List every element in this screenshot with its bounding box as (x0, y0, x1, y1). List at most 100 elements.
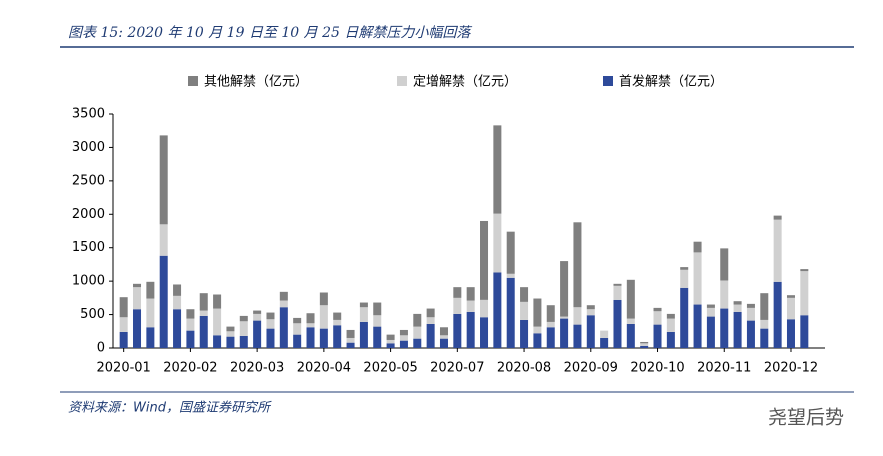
bar-segment (800, 271, 809, 316)
bar-segment (253, 310, 262, 314)
y-tick-label: 2000 (72, 207, 105, 222)
bar-segment (560, 261, 569, 317)
bar-segment (173, 284, 182, 296)
bar-segment (746, 307, 755, 321)
bar-segment (786, 297, 795, 320)
y-tick-label: 0 (97, 341, 105, 356)
x-tick-label: 2020-03 (230, 361, 284, 376)
bar-segment (226, 336, 235, 348)
bar-segment (426, 308, 435, 318)
bar-segment (306, 327, 315, 348)
bar-segment (653, 324, 662, 348)
bar-segment (399, 340, 408, 348)
y-tick-label: 1000 (72, 274, 105, 289)
bar-segment (159, 135, 168, 225)
bar-segment (533, 298, 542, 327)
bar-segment (293, 334, 302, 348)
bar-segment (239, 335, 248, 348)
chart-title: 图表 15: 2020 年 10 月 19 日至 10 月 25 日解禁压力小幅… (68, 25, 472, 41)
bar-segment (253, 320, 262, 348)
bar-segment (186, 330, 195, 348)
bar-segment (506, 231, 515, 274)
bar-segment (133, 283, 142, 288)
bar-segment (386, 334, 395, 340)
bar-segment (680, 267, 689, 270)
bar-segment (506, 277, 515, 348)
bar-segment (146, 281, 155, 299)
x-tick-label: 2020-07 (430, 361, 484, 376)
bar-segment (319, 292, 328, 306)
bar-segment (680, 269, 689, 288)
bar-segment (493, 272, 502, 348)
bar-segment (306, 313, 315, 324)
bar-segment (493, 125, 502, 214)
x-tick-label: 2020-02 (163, 361, 217, 376)
bar-segment (266, 312, 275, 320)
bar-segment (560, 318, 569, 348)
bar-segment (800, 269, 809, 272)
bar-segment (213, 294, 222, 309)
bar-segment (413, 313, 422, 327)
bar-segment (146, 298, 155, 328)
x-tick-label: 2020-11 (697, 361, 751, 376)
bar-segment (199, 293, 208, 311)
x-tick-label: 2020-08 (497, 361, 551, 376)
bar-segment (133, 287, 142, 310)
bar-segment (279, 307, 288, 348)
bar-segment (773, 219, 782, 282)
bar-segment (493, 213, 502, 273)
bar-segment (746, 320, 755, 348)
bar-segment (333, 312, 342, 320)
watermark: 尧望后势 (768, 407, 844, 429)
bar-segment (800, 315, 809, 348)
bar-segment (666, 331, 675, 348)
bar-segment (359, 302, 368, 308)
bar-segment (693, 304, 702, 348)
bar-segment (480, 317, 489, 348)
bar-segment (733, 311, 742, 348)
x-tick-label: 2020-05 (363, 361, 417, 376)
bar-segment (346, 329, 355, 338)
bar-segment (626, 318, 635, 324)
bar-segment (359, 307, 368, 322)
bar-segment (560, 316, 569, 319)
bar-segment (119, 331, 128, 348)
bar-segment (226, 331, 235, 337)
bar-segment (600, 337, 609, 348)
y-tick-label: 1500 (72, 240, 105, 255)
bar-segment (319, 328, 328, 348)
bar-segment (173, 295, 182, 310)
bar-segment (533, 326, 542, 334)
bar-segment (279, 300, 288, 308)
legend-label: 其他解禁（亿元） (204, 75, 308, 90)
bar-segment (573, 307, 582, 325)
bar-segment (466, 311, 475, 348)
bar-segment (213, 308, 222, 336)
bar-segment (706, 316, 715, 348)
source-note: 资料来源：Wind，国盛证券研究所 (68, 400, 272, 416)
bar-segment (640, 341, 649, 344)
bar-segment (480, 299, 489, 318)
bar-segment (159, 255, 168, 348)
bar-segment (640, 343, 649, 346)
bar-segment (413, 326, 422, 339)
bar-segment (680, 287, 689, 348)
bar-segment (786, 295, 795, 298)
bar-segment (359, 321, 368, 348)
bar-segment (466, 287, 475, 301)
bar-segment (773, 281, 782, 348)
bar-segment (720, 308, 729, 348)
bar-segment (546, 305, 555, 322)
bar-segment (546, 321, 555, 328)
bar-segment (693, 241, 702, 253)
bar-segment (613, 283, 622, 286)
bar-segment (586, 315, 595, 348)
bar-segment (666, 313, 675, 319)
bar-segment (466, 300, 475, 312)
bar-segment (373, 302, 382, 316)
bar-segment (399, 329, 408, 336)
x-tick-label: 2020-01 (97, 361, 151, 376)
bar-segment (586, 309, 595, 316)
y-tick-label: 3500 (72, 107, 105, 122)
bar-segment (199, 310, 208, 316)
